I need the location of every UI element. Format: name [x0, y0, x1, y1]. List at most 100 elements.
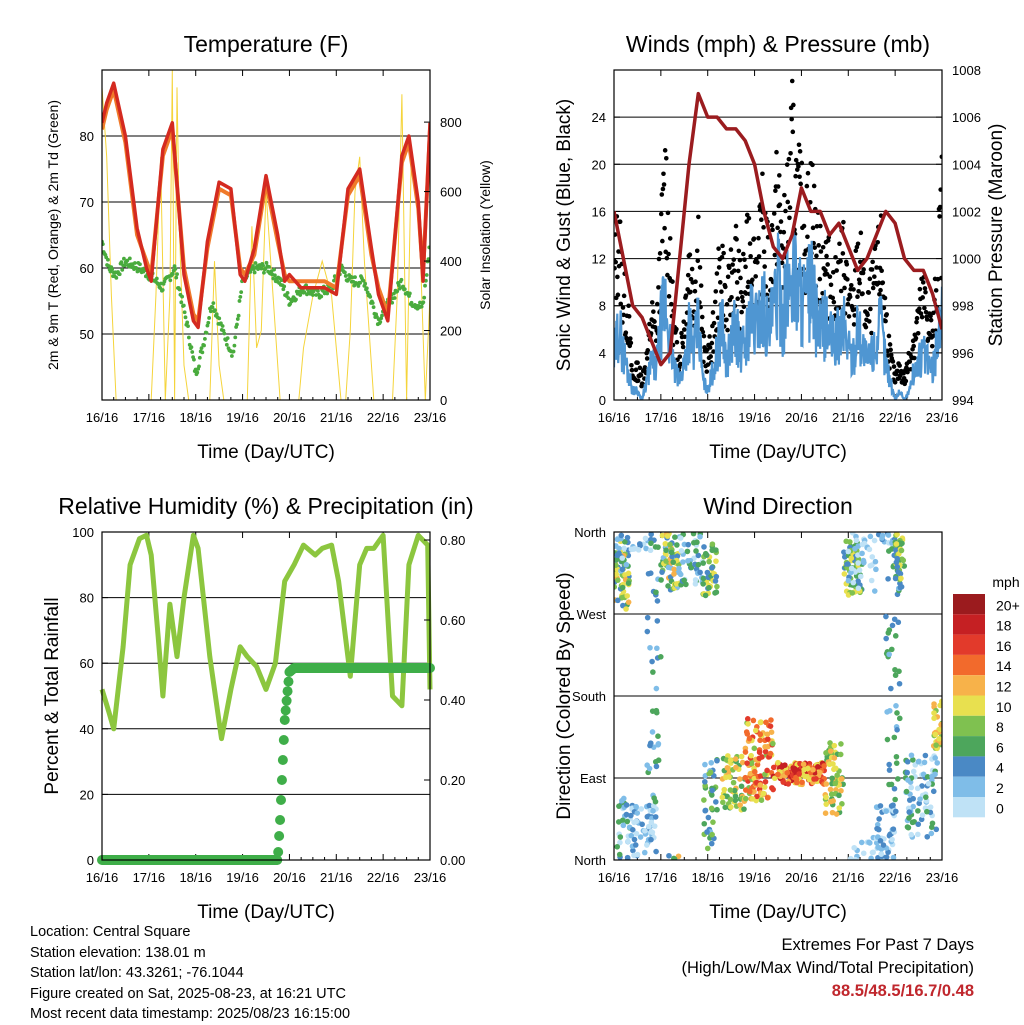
direction-point	[855, 552, 861, 558]
direction-point	[748, 760, 755, 767]
humidity-line	[99, 532, 433, 742]
gust-point	[938, 275, 942, 281]
dewpoint-point	[208, 309, 213, 314]
direction-point	[667, 541, 673, 548]
y-tick-label: 4	[599, 346, 606, 361]
dewpoint-point	[220, 324, 225, 328]
gust-point	[644, 356, 650, 361]
direction-point	[894, 555, 901, 562]
precip-point	[273, 847, 284, 857]
gust-point	[647, 321, 652, 327]
x-tick-label: 16/16	[598, 410, 631, 425]
dewpoint-point	[364, 286, 369, 291]
direction-point	[915, 808, 921, 814]
gust-point	[791, 102, 796, 108]
direction-point	[641, 849, 648, 856]
direction-point	[899, 540, 905, 547]
dewpoint-point	[279, 278, 284, 283]
station-location: Location: Central Square	[30, 924, 191, 940]
x-tick-label: 19/16	[226, 870, 259, 885]
gust-point	[614, 265, 617, 271]
direction-point	[859, 550, 865, 557]
direction-point	[832, 780, 839, 787]
direction-point	[770, 740, 776, 747]
gust-point	[917, 286, 923, 292]
precip-point	[280, 705, 291, 716]
direction-point	[861, 540, 868, 547]
legend-label: 10	[996, 699, 1012, 715]
direction-point	[784, 770, 791, 776]
dewpoint-point	[110, 267, 115, 272]
direction-point	[826, 761, 833, 768]
dewpoint-point	[224, 342, 229, 347]
direction-point	[847, 855, 854, 860]
gust-point	[855, 241, 861, 247]
direction-point	[668, 549, 675, 556]
gust-point	[712, 299, 718, 305]
direction-point	[871, 588, 878, 594]
dewpoint-point	[261, 263, 265, 268]
gust-point	[654, 301, 660, 307]
legend-label: 4	[996, 760, 1004, 776]
y-axis-label: Direction (Colored By Speed)	[554, 572, 575, 819]
gust-point	[626, 314, 632, 319]
gust-point	[777, 173, 782, 178]
direction-point	[750, 717, 757, 724]
dewpoint-point	[179, 300, 184, 305]
direction-point	[697, 569, 703, 576]
gust-point	[875, 240, 881, 245]
dewpoint-point	[319, 294, 324, 299]
direction-point	[704, 845, 711, 852]
dewpoint-point	[231, 349, 236, 354]
gust-point	[863, 324, 869, 330]
direction-point	[757, 737, 763, 744]
direction-point	[614, 597, 621, 604]
gust-point	[731, 257, 737, 262]
gust-point	[716, 265, 722, 270]
direction-point	[647, 742, 653, 749]
direction-point	[856, 567, 863, 573]
gust-point	[857, 280, 863, 286]
dewpoint-point	[232, 343, 237, 348]
dewpoint-point	[423, 278, 428, 283]
direction-point	[727, 796, 734, 803]
gust-point	[856, 288, 861, 294]
dewpoint-point	[401, 284, 406, 289]
direction-point	[692, 581, 699, 587]
direction-point	[892, 808, 899, 815]
direction-point	[614, 556, 620, 563]
gust-point	[729, 294, 734, 300]
gust-point	[720, 243, 725, 249]
direction-point	[697, 533, 703, 540]
direction-point	[624, 854, 631, 860]
direction-point	[677, 535, 684, 541]
direction-point	[785, 781, 792, 787]
direction-point	[652, 758, 659, 765]
gust-point	[755, 260, 760, 265]
direction-point	[639, 821, 645, 828]
x-tick-label: 20/16	[273, 870, 306, 885]
direction-point	[770, 764, 777, 771]
dewpoint-point	[264, 260, 269, 265]
gust-point	[735, 296, 741, 302]
direction-point	[631, 545, 638, 552]
dewpoint-point	[175, 272, 179, 277]
dewpoint-point	[199, 346, 204, 351]
gust-point	[848, 282, 854, 288]
gust-point	[903, 378, 909, 384]
direction-point	[619, 797, 625, 804]
direction-point	[700, 560, 707, 566]
direction-point	[771, 775, 778, 782]
dewpoint-point	[134, 266, 139, 271]
direction-point	[700, 581, 706, 587]
direction-point	[832, 765, 839, 772]
direction-point	[649, 729, 656, 735]
direction-point	[647, 547, 654, 554]
direction-point	[662, 540, 669, 547]
gust-point	[852, 313, 857, 318]
gust-point	[820, 290, 825, 296]
gust-point	[804, 183, 810, 189]
legend-swatch	[953, 675, 985, 696]
direction-point	[623, 606, 629, 612]
dewpoint-point	[251, 264, 255, 268]
